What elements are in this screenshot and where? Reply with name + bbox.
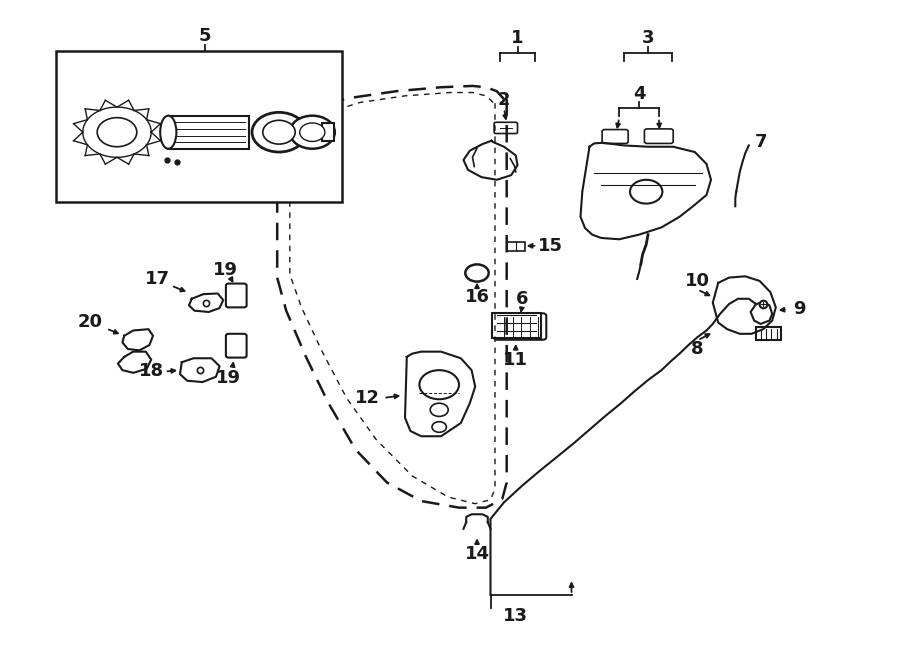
Circle shape: [430, 403, 448, 416]
Text: 15: 15: [538, 237, 563, 255]
FancyBboxPatch shape: [226, 284, 247, 307]
Text: 11: 11: [503, 351, 528, 369]
Text: 17: 17: [145, 270, 170, 288]
Circle shape: [97, 118, 137, 147]
Text: 5: 5: [199, 27, 212, 46]
Text: 6: 6: [516, 290, 528, 308]
Text: 3: 3: [642, 29, 654, 48]
Text: 1: 1: [511, 29, 524, 48]
FancyBboxPatch shape: [494, 122, 518, 134]
Circle shape: [290, 116, 335, 149]
FancyBboxPatch shape: [226, 334, 247, 358]
Circle shape: [252, 112, 306, 152]
FancyBboxPatch shape: [602, 130, 628, 143]
Text: 14: 14: [464, 545, 490, 563]
FancyBboxPatch shape: [494, 313, 546, 340]
Bar: [507, 242, 525, 251]
Circle shape: [419, 370, 459, 399]
Text: 19: 19: [212, 260, 238, 279]
Text: 4: 4: [633, 85, 645, 103]
Ellipse shape: [160, 116, 176, 149]
Bar: [322, 123, 334, 141]
Text: 20: 20: [77, 313, 103, 331]
Text: 2: 2: [498, 91, 510, 110]
Circle shape: [465, 264, 489, 282]
Text: 9: 9: [793, 300, 806, 319]
Text: 19: 19: [216, 369, 241, 387]
Bar: [56, 51, 342, 202]
Bar: [756, 327, 781, 340]
Circle shape: [263, 120, 295, 144]
Text: 7: 7: [754, 133, 767, 151]
Text: 10: 10: [685, 272, 710, 290]
Text: 18: 18: [139, 362, 164, 381]
Text: 13: 13: [503, 607, 528, 625]
Bar: [492, 313, 541, 338]
Text: 12: 12: [355, 389, 380, 407]
FancyBboxPatch shape: [644, 129, 673, 143]
Circle shape: [300, 123, 325, 141]
Text: 8: 8: [691, 340, 704, 358]
Circle shape: [630, 180, 662, 204]
Circle shape: [432, 422, 446, 432]
Bar: [168, 116, 249, 149]
Text: 16: 16: [464, 288, 490, 307]
